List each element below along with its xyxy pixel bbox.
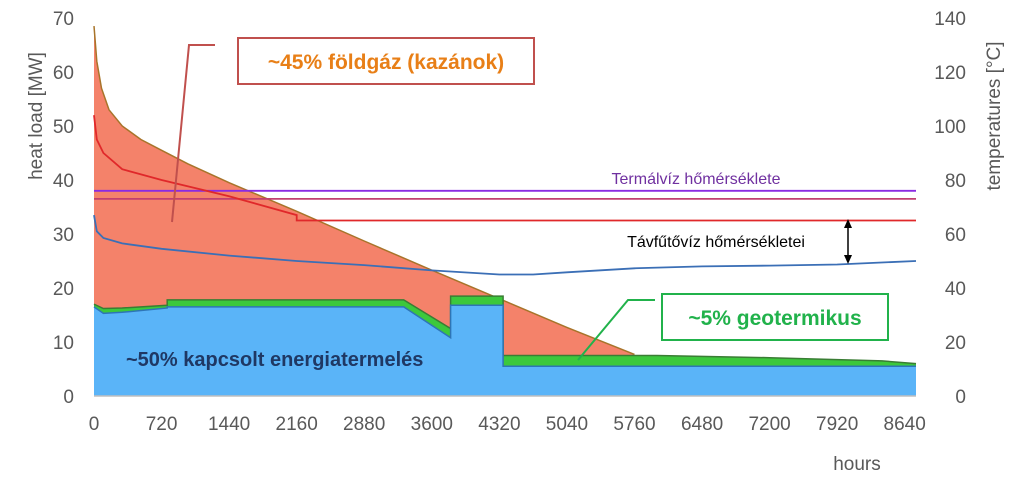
chp-area-edge	[93, 304, 916, 368]
x-tick-label: 8640	[884, 414, 926, 435]
x-tick-label: 5760	[613, 414, 655, 435]
right-y-tick-label: 20	[945, 333, 966, 354]
left-axis-ticks: 0 10 20 30 40 50 60 70	[53, 9, 74, 408]
annotation-chp: ~50% kapcsolt energiatermelés	[126, 349, 423, 371]
range-arrow-head-top	[844, 219, 852, 228]
x-axis-title: hours	[833, 454, 881, 475]
left-y-tick-label: 20	[53, 279, 74, 300]
left-y-tick-label: 0	[63, 387, 74, 408]
left-y-tick-label: 60	[53, 63, 74, 84]
return-temperature-line	[93, 214, 917, 276]
x-tick-label: 720	[146, 414, 178, 435]
supply-temperature-line	[93, 115, 916, 222]
x-tick-label: 4320	[478, 414, 520, 435]
range-arrow-head-bottom	[844, 255, 852, 264]
left-y-tick-label: 50	[53, 117, 74, 138]
gas-boiler-area-edge	[93, 26, 635, 356]
right-y-tick-label: 40	[945, 279, 966, 300]
annotation-gas: ~45% földgáz (kazánok)	[268, 51, 504, 74]
callout-leader-geo	[577, 299, 655, 361]
right-axis-title: temperatures [°C]	[984, 41, 1005, 190]
annotation-geo: ~5% geotermikus	[688, 307, 861, 330]
x-tick-label: 0	[89, 414, 100, 435]
x-tick-label: 2880	[343, 414, 385, 435]
x-tick-label: 3600	[411, 414, 453, 435]
annotation-thermal-water: Termálvíz hőmérséklete	[612, 171, 781, 188]
callout-leader-gas	[171, 44, 215, 223]
callout-box-gas	[237, 37, 535, 85]
left-y-tick-label: 70	[53, 9, 74, 30]
x-tick-label: 7200	[748, 414, 790, 435]
x-axis-ticks: 0 720 1440 2160 2880 3600 4320 5040 5760 6480 7200…	[89, 414, 926, 435]
left-y-tick-label: 30	[53, 225, 74, 246]
x-tick-label: 1440	[208, 414, 250, 435]
chp-area	[94, 305, 916, 396]
right-y-tick-label: 140	[934, 9, 966, 30]
x-tick-label: 2160	[276, 414, 318, 435]
area-layer	[93, 26, 917, 396]
right-y-tick-label: 120	[934, 63, 966, 84]
right-y-tick-label: 0	[955, 387, 966, 408]
x-tick-label: 5040	[546, 414, 588, 435]
annotation-district-heating: Távfűtővíz hőmérsékletei	[627, 234, 805, 251]
right-y-tick-label: 100	[934, 117, 966, 138]
left-y-tick-label: 40	[53, 171, 74, 192]
callout-box-geo	[661, 293, 889, 341]
left-axis-title: heat load [MW]	[26, 52, 47, 180]
left-y-tick-label: 10	[53, 333, 74, 354]
right-axis-ticks: 0 20 40 60 80 100 120 140	[934, 9, 966, 408]
right-y-tick-label: 80	[945, 171, 966, 192]
right-y-tick-label: 60	[945, 225, 966, 246]
x-tick-label: 7920	[816, 414, 858, 435]
x-tick-label: 6480	[681, 414, 723, 435]
temperature-lines-layer	[93, 115, 917, 276]
